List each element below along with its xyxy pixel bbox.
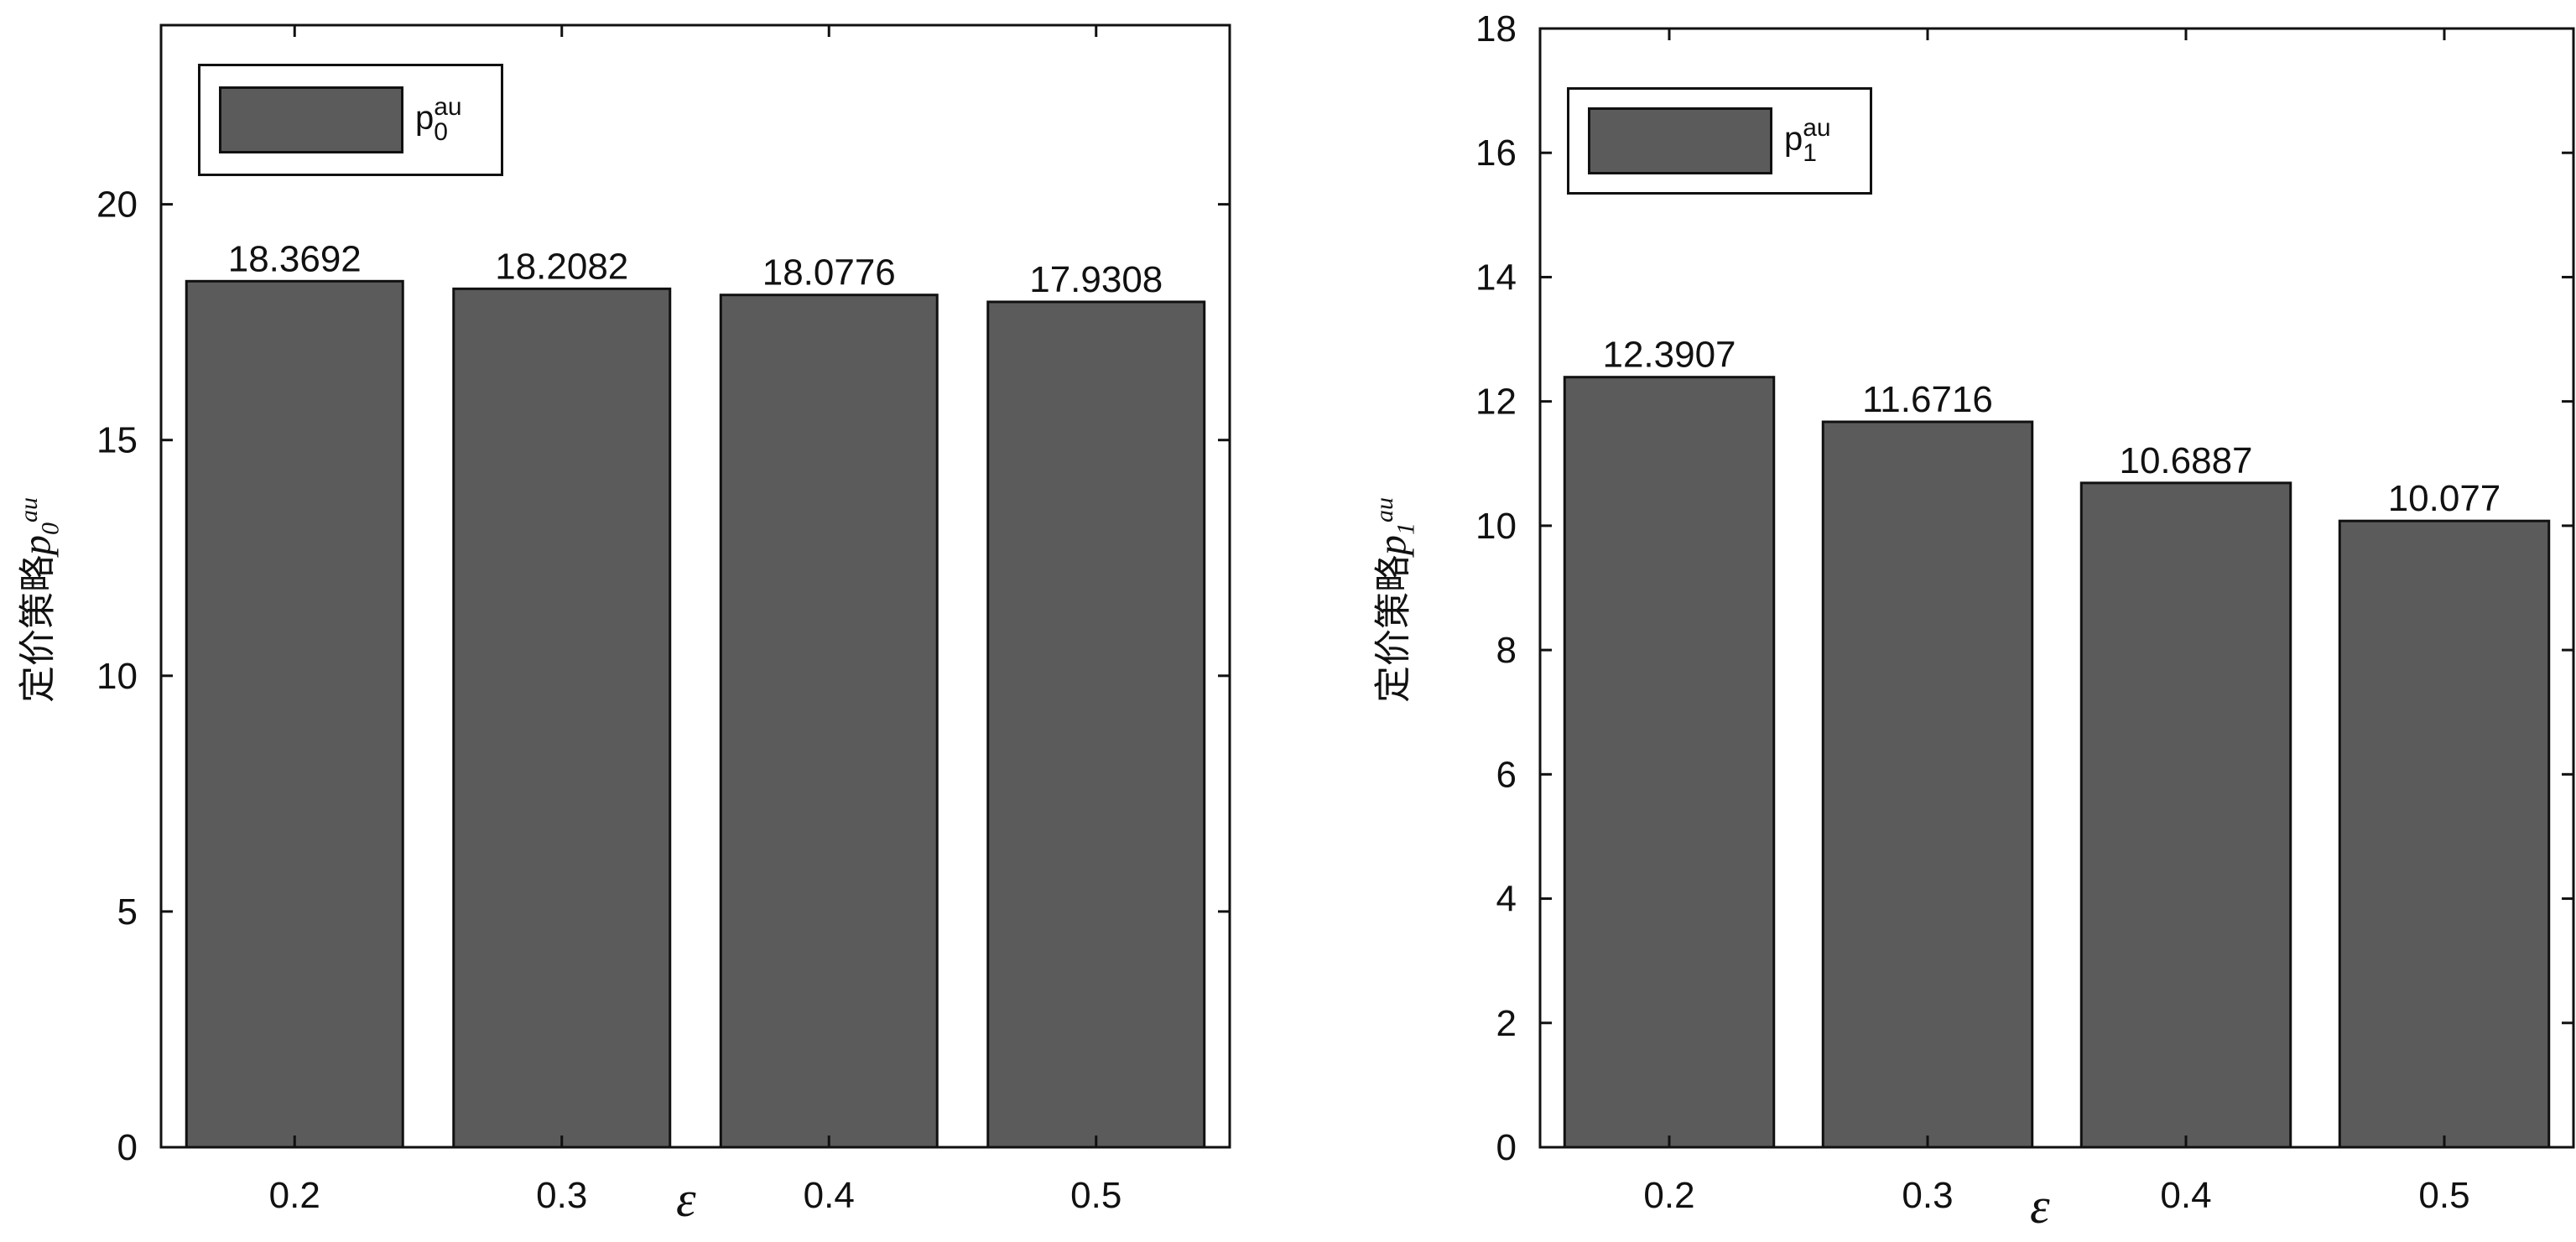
legend-label: p au 0 <box>415 93 462 146</box>
bar-value-label: 17.9308 <box>1029 259 1163 300</box>
bar <box>2338 519 2551 1149</box>
bar-value-label: 10.077 <box>2388 478 2501 519</box>
y-axis-label-right: 定价策略p1au <box>1370 497 1420 703</box>
y-tick-label: 20 <box>96 184 138 226</box>
y-tick-label: 10 <box>1475 506 1517 547</box>
x-tick-label: 0.2 <box>1643 1175 1694 1216</box>
legend-right: p au 1 <box>1567 87 1872 195</box>
y-tick-label: 5 <box>117 891 138 933</box>
y-tick-label: 6 <box>1496 754 1517 795</box>
y-tick-label: 14 <box>1475 257 1517 298</box>
y-tick-label: 16 <box>1475 133 1517 174</box>
y-tick-label: 12 <box>1475 382 1517 423</box>
x-tick-label: 0.4 <box>804 1175 855 1216</box>
x-axis-label-right: ε <box>2030 1178 2050 1234</box>
x-tick-label: 0.3 <box>1902 1175 1953 1216</box>
bar-value-label: 11.6716 <box>1862 379 1993 420</box>
y-tick-label: 18 <box>1475 8 1517 49</box>
legend-swatch <box>219 86 403 153</box>
x-tick-label: 0.5 <box>2418 1175 2469 1216</box>
legend-swatch <box>1588 107 1772 174</box>
axes-box <box>159 23 1231 1149</box>
bar-value-label: 18.0776 <box>762 252 896 294</box>
bar-value-label: 18.3692 <box>228 238 362 279</box>
y-tick-label: 0 <box>1496 1127 1517 1168</box>
legend-left: p au 0 <box>198 64 503 176</box>
y-tick-label: 2 <box>1496 1003 1517 1044</box>
bar-value-label: 18.2082 <box>495 246 628 287</box>
y-tick-label: 4 <box>1496 879 1517 920</box>
bar <box>185 279 404 1149</box>
y-tick-label: 10 <box>96 656 138 697</box>
axes-box <box>1538 27 2575 1149</box>
y-tick-label: 15 <box>96 420 138 461</box>
bar <box>1563 376 1776 1149</box>
x-tick-label: 0.4 <box>2160 1175 2211 1216</box>
bar <box>452 287 672 1149</box>
x-tick-label: 0.5 <box>1070 1175 1121 1216</box>
bar <box>2079 481 2292 1149</box>
bar-value-label: 12.3907 <box>1602 335 1736 376</box>
y-tick-label: 0 <box>117 1127 138 1168</box>
x-axis-label-left: ε <box>676 1172 696 1227</box>
x-tick-label: 0.3 <box>536 1175 587 1216</box>
x-tick-label: 0.2 <box>269 1175 320 1216</box>
bar <box>986 300 1206 1149</box>
legend-label: p au 1 <box>1784 114 1831 167</box>
y-tick-label: 8 <box>1496 630 1517 671</box>
bar-value-label: 10.6887 <box>2119 440 2252 481</box>
bar <box>1821 420 2034 1149</box>
